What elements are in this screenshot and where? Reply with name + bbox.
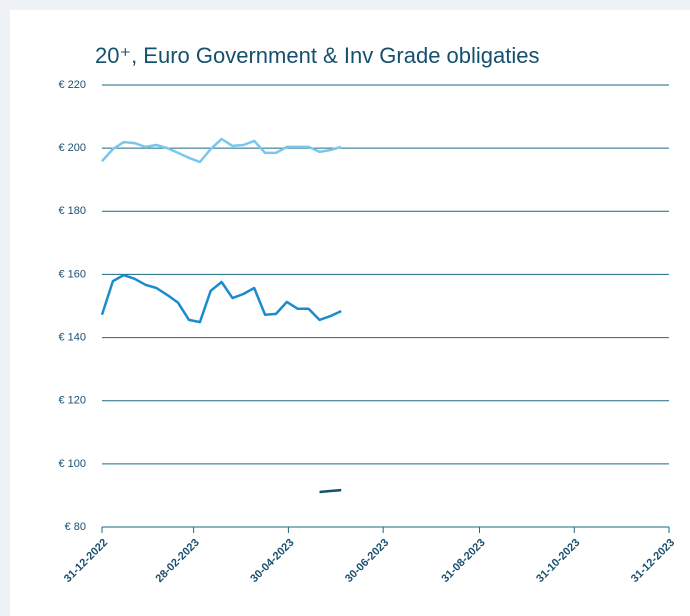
y-tick-label: € 120 xyxy=(58,395,86,407)
y-tick-label: € 220 xyxy=(58,79,86,91)
series-line xyxy=(319,488,342,494)
y-tick-label: € 160 xyxy=(58,268,86,280)
y-tick-label: € 100 xyxy=(58,458,86,470)
y-tick-label: € 180 xyxy=(58,205,86,217)
y-tick-label: € 200 xyxy=(58,142,86,154)
panel xyxy=(10,10,690,616)
series-line xyxy=(101,137,342,164)
y-tick-label: € 140 xyxy=(58,331,86,343)
series-line xyxy=(100,273,342,324)
y-tick-label: € 80 xyxy=(65,521,86,533)
chart-title: 20⁺, Euro Government & Inv Grade obligat… xyxy=(95,43,540,68)
